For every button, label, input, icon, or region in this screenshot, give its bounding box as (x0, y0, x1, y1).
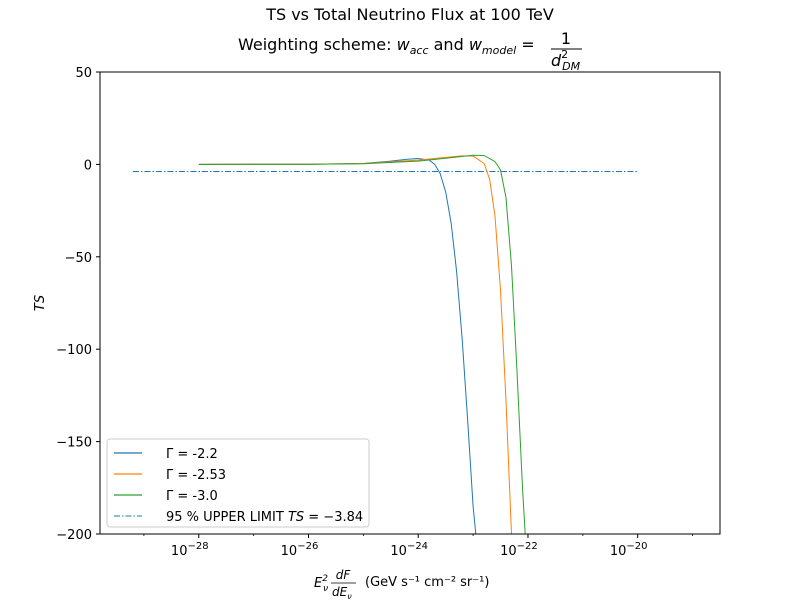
x-tick-label: 10−24 (390, 541, 428, 559)
subtitle-numerator: 1 (561, 29, 571, 48)
y-tick-label: −100 (56, 343, 92, 358)
legend-label: 95 % UPPER LIMIT TS = −3.84 (166, 510, 363, 525)
series-layer (132, 154, 638, 534)
subtitle-dm: DM (562, 60, 580, 73)
plot-frame (99, 71, 721, 535)
subtitle-eq: = (516, 35, 535, 54)
xlabel-E: E (314, 576, 323, 591)
legend-box (106, 438, 370, 528)
legend-label: Γ = -2.53 (166, 468, 226, 483)
x-axis-label: E2 ν dF dEν (GeV s⁻¹ cm⁻² sr⁻¹) (314, 568, 489, 600)
x-tick-label: 10−28 (171, 541, 209, 559)
subtitle-prefix: Weighting scheme: (238, 35, 397, 54)
y-tick-label: −200 (56, 528, 92, 543)
xlabel-dE-sub: ν (347, 592, 352, 600)
xlabel-dE: dE (332, 585, 348, 599)
y-tick-label: 0 (84, 158, 92, 173)
y-tick-label: −50 (65, 251, 92, 266)
series-line-2 (198, 154, 526, 534)
svg-text:E2ν: E2 ν (314, 574, 328, 594)
svg-text:dEν: dEν (332, 585, 352, 600)
y-axis: 50 0 −50 −100 −150 −200 (56, 66, 100, 543)
svg-text:Weighting scheme: wacc and wmo: Weighting scheme: wacc and wmodel = (238, 35, 535, 57)
x-tick-label: 10−22 (500, 541, 538, 559)
subtitle-d: d (551, 51, 562, 70)
xlabel-dF: dF (336, 568, 352, 582)
subtitle-w2: w (469, 35, 483, 54)
subtitle-model: model (482, 44, 516, 57)
x-axis: 10−28 10−26 10−24 10−22 10−20 (143, 534, 693, 559)
y-tick-label: −150 (56, 436, 92, 451)
legend-label: Γ = -2.2 (166, 447, 218, 462)
xlabel-sub: ν (323, 584, 328, 594)
y-tick-label: 50 (75, 66, 92, 81)
subtitle-w1: w (397, 35, 411, 54)
xlabel-units: (GeV s⁻¹ cm⁻² sr⁻¹) (365, 575, 489, 590)
subtitle-acc: acc (410, 44, 429, 57)
x-tick-label: 10−26 (281, 541, 319, 559)
chart-title: TS vs Total Neutrino Flux at 100 TeV (265, 5, 554, 24)
y-axis-label: TS (33, 295, 48, 311)
chart-subtitle: Weighting scheme: wacc and wmodel = 1 d2… (238, 29, 582, 73)
subtitle-and: and (429, 35, 469, 54)
subtitle-exp: 2 (561, 48, 568, 61)
xlabel-sup: 2 (322, 574, 328, 584)
x-tick-label: 10−20 (610, 541, 648, 559)
legend: Γ = -2.2 Γ = -2.53 Γ = -3.0 95 % UPPER LIMI… (106, 438, 370, 528)
legend-label: Γ = -3.0 (166, 489, 218, 504)
